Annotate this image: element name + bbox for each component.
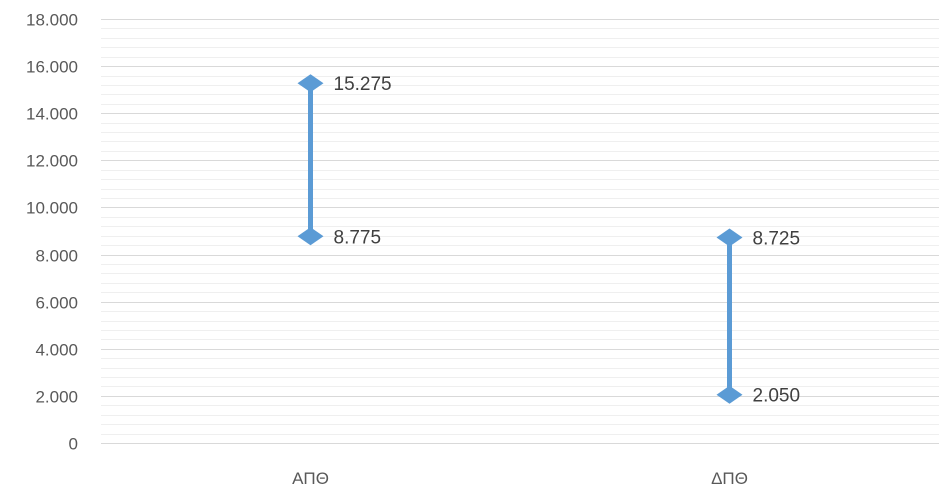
y-tick-label: 8.000 bbox=[35, 247, 78, 266]
x-tick-label: ΑΠΘ bbox=[292, 469, 329, 486]
y-tick-label: 6.000 bbox=[35, 294, 78, 313]
y-tick-label: 16.000 bbox=[26, 58, 78, 77]
data-point-marker bbox=[716, 228, 743, 247]
y-tick-label: 18.000 bbox=[26, 11, 78, 30]
data-label: 8.725 bbox=[753, 228, 801, 249]
high-low-lines bbox=[308, 83, 732, 395]
data-label: 8.775 bbox=[334, 227, 382, 248]
data-markers bbox=[297, 74, 743, 404]
gridlines bbox=[101, 19, 939, 435]
axes: 0 2.000 4.000 6.000 8.000 10.000 12.000 14.000 1… bbox=[26, 11, 939, 486]
y-tick-label: 14.000 bbox=[26, 105, 78, 124]
data-point-marker bbox=[297, 227, 324, 246]
data-label: 15.275 bbox=[334, 74, 392, 95]
y-tick-label: 0 bbox=[69, 435, 78, 454]
x-tick-label: ΔΠΘ bbox=[711, 469, 748, 486]
data-label: 2.050 bbox=[753, 386, 801, 407]
data-point-marker bbox=[297, 74, 324, 93]
y-tick-label: 10.000 bbox=[26, 199, 78, 218]
data-point-marker bbox=[716, 385, 743, 404]
y-tick-label: 2.000 bbox=[35, 388, 78, 407]
y-tick-label: 12.000 bbox=[26, 152, 78, 171]
data-labels: 15.275 8.725 8.775 2.050 bbox=[334, 74, 801, 407]
y-tick-label: 4.000 bbox=[35, 341, 78, 360]
